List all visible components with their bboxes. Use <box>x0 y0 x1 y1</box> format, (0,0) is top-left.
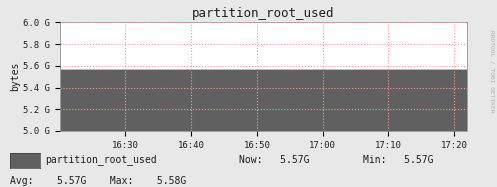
Text: RRDTOOL / TOBI OETIKER: RRDTOOL / TOBI OETIKER <box>490 30 495 112</box>
Text: partition_root_used: partition_root_used <box>45 154 157 165</box>
Y-axis label: bytes: bytes <box>10 62 20 91</box>
Text: Now:   5.57G: Now: 5.57G <box>239 155 309 165</box>
Text: Min:   5.57G: Min: 5.57G <box>363 155 433 165</box>
Title: partition_root_used: partition_root_used <box>192 7 334 20</box>
Text: Avg:    5.57G    Max:    5.58G: Avg: 5.57G Max: 5.58G <box>10 176 186 186</box>
